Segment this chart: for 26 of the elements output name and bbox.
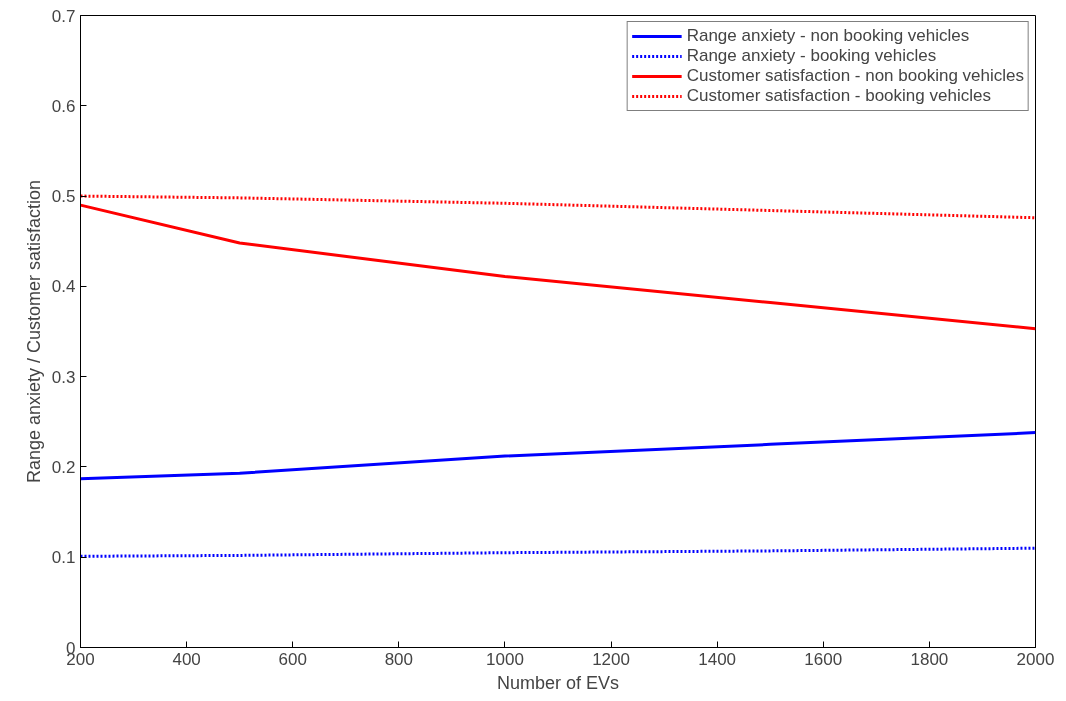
legend-label: Customer satisfaction - booking vehicles	[686, 86, 991, 106]
y-tick-label: 0.1	[51, 548, 76, 568]
line-series	[80, 546, 1036, 558]
legend-label: Range anxiety - booking vehicles	[686, 46, 937, 66]
x-tick-label: 600	[278, 649, 307, 669]
x-tick-label: 1800	[910, 649, 949, 669]
legend-label: Customer satisfaction - non booking vehicles	[686, 66, 1024, 86]
y-tick-label: 0.7	[51, 6, 76, 26]
legend-label: Range anxiety - non booking vehicles	[686, 26, 970, 46]
y-tick-label: 0.5	[51, 187, 76, 207]
x-tick-label: 400	[172, 649, 201, 669]
x-tick-label: 2000	[1016, 649, 1055, 669]
x-tick-label: 1000	[486, 649, 524, 669]
x-tick-label: 1600	[804, 649, 843, 669]
x-tick-label: 1400	[698, 649, 737, 669]
y-tick-label: 0.4	[51, 277, 76, 297]
y-axis-title: Range anxiety / Customer satisfaction	[23, 179, 44, 484]
y-tick-label: 0.3	[51, 367, 76, 387]
y-tick-label: 0.6	[51, 96, 76, 116]
x-tick-label: 1200	[592, 649, 630, 669]
line-series	[80, 194, 1036, 220]
y-tick-label: 0.2	[51, 457, 76, 477]
line-series	[80, 431, 1036, 481]
line-series	[80, 203, 1036, 331]
x-tick-label: 800	[384, 649, 414, 669]
x-axis-title: Number of EVs	[496, 672, 620, 693]
